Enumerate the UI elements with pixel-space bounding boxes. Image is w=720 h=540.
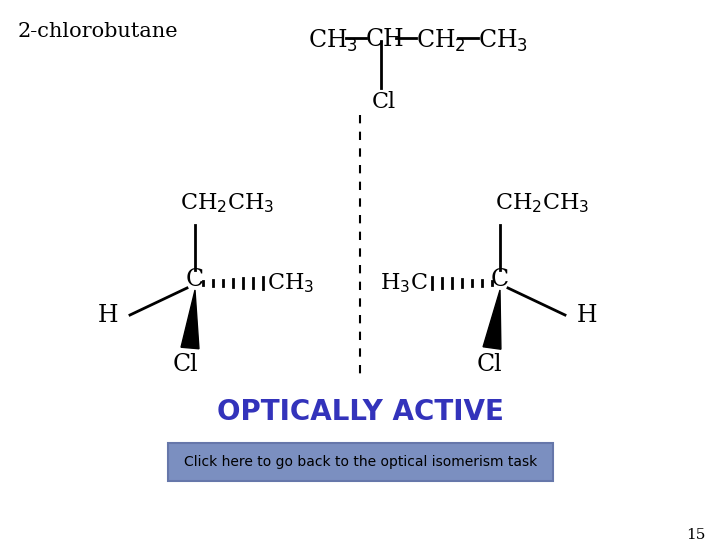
Polygon shape — [181, 290, 199, 349]
Text: CH$_3$: CH$_3$ — [308, 28, 358, 54]
Text: CH$_2$CH$_3$: CH$_2$CH$_3$ — [495, 191, 589, 215]
Text: Cl: Cl — [372, 91, 396, 113]
Text: CH: CH — [366, 28, 405, 51]
Text: CH$_2$: CH$_2$ — [416, 28, 466, 54]
Polygon shape — [483, 290, 501, 349]
FancyBboxPatch shape — [168, 443, 553, 481]
Text: OPTICALLY ACTIVE: OPTICALLY ACTIVE — [217, 398, 503, 426]
Text: 2-chlorobutane: 2-chlorobutane — [18, 22, 179, 41]
Text: CH$_2$CH$_3$: CH$_2$CH$_3$ — [180, 191, 274, 215]
Text: C: C — [186, 268, 204, 292]
Text: Cl: Cl — [476, 353, 502, 376]
Text: H: H — [577, 303, 598, 327]
Text: 15: 15 — [685, 528, 705, 540]
Text: H: H — [97, 303, 118, 327]
Text: H$_3$C: H$_3$C — [380, 271, 428, 295]
Text: Cl: Cl — [172, 353, 198, 376]
Text: C: C — [491, 268, 509, 292]
Text: CH$_3$: CH$_3$ — [478, 28, 528, 54]
Text: Click here to go back to the optical isomerism task: Click here to go back to the optical iso… — [184, 455, 537, 469]
Text: CH$_3$: CH$_3$ — [267, 271, 314, 295]
